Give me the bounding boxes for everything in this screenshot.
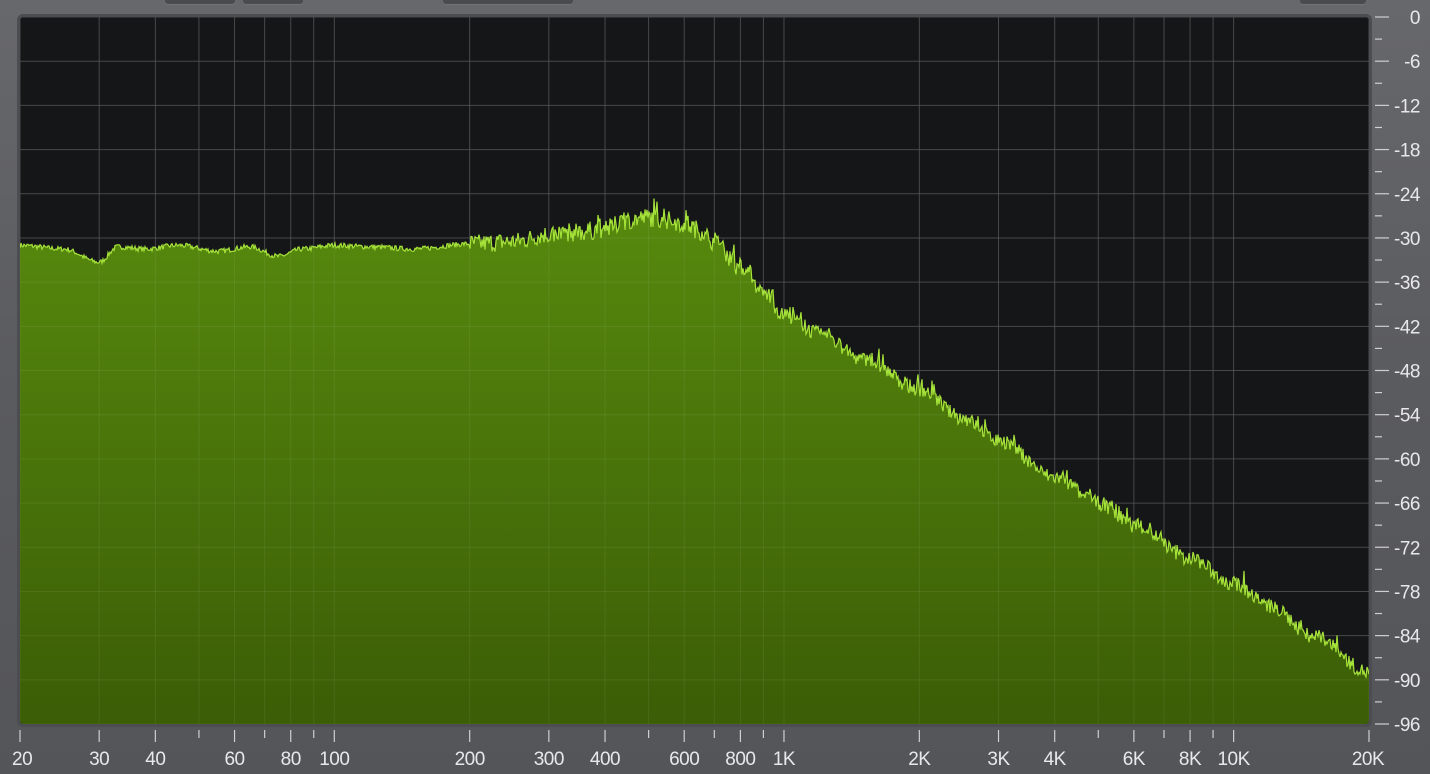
x-tick-label: 600 <box>669 749 699 770</box>
y-tick-label: -36 <box>1394 273 1420 294</box>
x-tick-label: 3K <box>987 749 1010 770</box>
top-tab-strip <box>0 0 1430 6</box>
y-axis: 0 -6 -12 -18 -24 -30 -36 -42 -48 -54 -60 -66 -72 -78 -… <box>1375 8 1421 736</box>
x-tick-label: 30 <box>89 749 109 770</box>
y-tick-label: -48 <box>1394 362 1420 383</box>
y-tick-label: -78 <box>1394 582 1420 603</box>
x-tick-label: 10K <box>1217 749 1250 770</box>
y-tick-label: 0 <box>1410 8 1420 29</box>
y-tick-label: -30 <box>1394 229 1420 250</box>
x-tick-label: 60 <box>224 749 244 770</box>
x-tick-label: 1K <box>773 749 796 770</box>
y-tick-label: -60 <box>1394 450 1420 471</box>
spectrum-line <box>20 198 1369 680</box>
x-tick-label: 80 <box>281 749 301 770</box>
x-tick-label: 100 <box>319 749 349 770</box>
top-tab[interactable] <box>165 0 235 4</box>
top-tab[interactable] <box>1300 0 1366 4</box>
top-tab[interactable] <box>243 0 303 4</box>
spectrum-fill <box>20 198 1369 724</box>
x-tick-label: 200 <box>455 749 485 770</box>
x-tick-label: 4K <box>1044 749 1067 770</box>
x-tick-label: 300 <box>534 749 564 770</box>
y-tick-label: -54 <box>1394 406 1421 427</box>
x-tick-label: 400 <box>590 749 620 770</box>
x-tick-label: 40 <box>145 749 165 770</box>
y-tick-label: -24 <box>1394 185 1421 206</box>
top-tab[interactable] <box>443 0 573 4</box>
x-tick-label: 800 <box>725 749 755 770</box>
x-tick-label: 20 <box>12 749 32 770</box>
x-tick-label: 2K <box>908 749 931 770</box>
y-tick-label: -42 <box>1394 317 1420 338</box>
x-tick-label: 8K <box>1179 749 1202 770</box>
y-tick-label: -12 <box>1394 96 1420 117</box>
y-tick-label: -66 <box>1394 494 1420 515</box>
y-tick-label: -96 <box>1394 715 1420 736</box>
x-tick-label: 20K <box>1352 749 1385 770</box>
y-tick-label: -90 <box>1394 671 1420 692</box>
x-tick-label: 6K <box>1123 749 1146 770</box>
x-axis: 20 30 40 60 80 100 200 300 400 600 800 1K 2K 3K 4K 6K 8K… <box>12 730 1385 770</box>
y-tick-label: -72 <box>1394 538 1420 559</box>
y-tick-label: -84 <box>1394 627 1421 648</box>
grid-overlay <box>20 17 1369 724</box>
y-tick-label: -18 <box>1394 141 1420 162</box>
y-tick-label: -6 <box>1404 52 1420 73</box>
